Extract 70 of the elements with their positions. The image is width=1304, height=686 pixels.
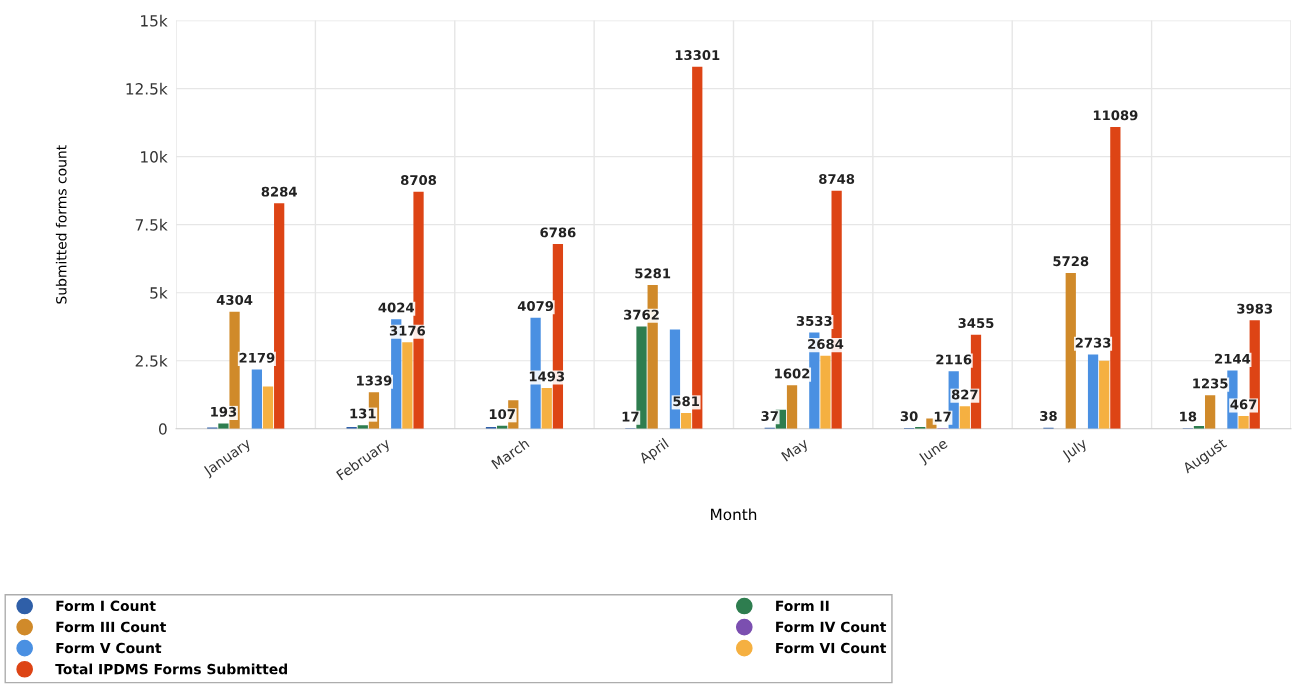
data-label: 193 — [211, 406, 237, 417]
x-tick-label: July — [1060, 437, 1090, 463]
data-label: 6786 — [540, 227, 576, 238]
y-tick-label: 2.5k — [135, 354, 168, 367]
bar — [680, 412, 692, 429]
bar — [541, 388, 552, 429]
data-label: 17 — [934, 411, 951, 422]
data-label: 581 — [673, 396, 699, 407]
legend-label: Form V Count — [56, 642, 162, 654]
legend-label: Form II — [776, 600, 829, 612]
data-label: 827 — [951, 389, 978, 400]
data-label: 4304 — [216, 294, 253, 305]
data-label: 107 — [489, 409, 515, 420]
data-label: 30 — [900, 411, 918, 422]
legend-label: Form III Count — [56, 621, 167, 633]
data-label: 3533 — [796, 315, 832, 326]
data-label: 131 — [350, 408, 376, 419]
data-label: 5281 — [635, 268, 671, 279]
bar — [262, 386, 274, 429]
data-label: 13301 — [675, 50, 720, 61]
x-tick-label: May — [781, 437, 811, 464]
data-label: 2144 — [1215, 353, 1251, 364]
data-label: 17 — [622, 411, 639, 422]
data-label: 4024 — [378, 302, 414, 313]
bar — [1099, 360, 1110, 429]
data-label: 8748 — [819, 174, 855, 184]
data-label: 1235 — [1193, 378, 1228, 389]
data-label: 3983 — [1237, 303, 1273, 314]
data-label: 2733 — [1075, 337, 1111, 348]
data-label: 5728 — [1053, 256, 1089, 267]
bar — [786, 385, 798, 429]
y-tick-label: 10k — [141, 150, 168, 163]
data-label: 3176 — [389, 325, 426, 336]
x-axis-title: Month — [711, 508, 757, 521]
bar — [1238, 416, 1249, 429]
bar — [1087, 354, 1099, 429]
bar — [1110, 127, 1121, 429]
y-tick-label: 5k — [150, 286, 168, 299]
y-tick-label: 12.5k — [126, 82, 168, 95]
data-label: 11089 — [1093, 110, 1138, 121]
y-tick-label: 7.5k — [135, 218, 168, 231]
data-label: 2179 — [239, 352, 275, 363]
legend-label: Total IPDMS Forms Submitted — [55, 663, 287, 675]
data-label: 2684 — [808, 339, 844, 349]
bar — [402, 342, 413, 429]
legend-label: Form VI Count — [776, 642, 887, 654]
bar — [274, 203, 285, 429]
data-label: 38 — [1040, 411, 1057, 421]
data-label: 467 — [1230, 399, 1257, 410]
data-label: 18 — [1180, 411, 1197, 422]
data-label: 2116 — [936, 354, 972, 365]
y-axis-title: Submitted forms count — [55, 145, 67, 304]
data-label: 1339 — [357, 375, 392, 386]
bar — [218, 423, 229, 429]
bar — [251, 369, 262, 429]
data-label: 3455 — [958, 318, 994, 329]
bar — [1065, 272, 1076, 429]
data-label: 1493 — [529, 371, 565, 382]
legend-label: Form I Count — [56, 600, 156, 612]
data-label: 1602 — [775, 368, 810, 379]
data-label: 3762 — [624, 309, 659, 320]
y-tick-label: 0 — [158, 423, 167, 435]
y-tick-label: 15k — [141, 14, 168, 27]
legend-label: Form IV Count — [776, 621, 887, 633]
data-label: 8284 — [261, 186, 297, 197]
data-label: 4079 — [517, 301, 554, 312]
data-label: 8708 — [400, 175, 437, 186]
bar — [1205, 395, 1216, 429]
bar — [959, 406, 970, 429]
data-label: 37 — [761, 411, 778, 422]
